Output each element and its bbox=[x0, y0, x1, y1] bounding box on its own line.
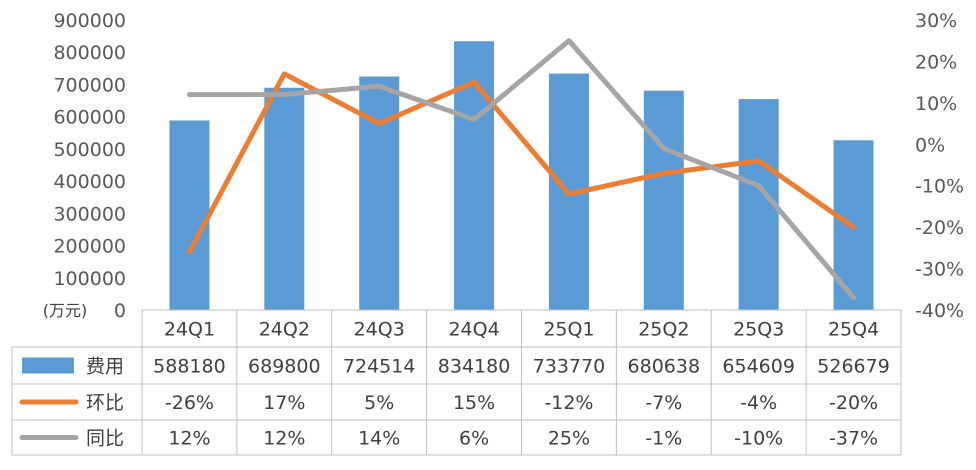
data-label: 14% bbox=[358, 428, 400, 450]
left-tick-label: 300000 bbox=[53, 203, 126, 225]
category-label: 25Q3 bbox=[733, 319, 784, 341]
data-label: -7% bbox=[645, 392, 682, 414]
legend-key-费用 bbox=[22, 357, 74, 374]
data-label: 588180 bbox=[153, 356, 226, 378]
bar bbox=[264, 87, 305, 310]
legend-label: 环比 bbox=[86, 392, 124, 414]
right-tick-label: 30% bbox=[915, 10, 957, 32]
data-label: 6% bbox=[459, 428, 489, 450]
category-label: 24Q3 bbox=[354, 319, 405, 341]
category-label: 25Q4 bbox=[828, 319, 879, 341]
bar bbox=[643, 90, 684, 310]
data-label: 25% bbox=[548, 428, 590, 450]
data-label: 5% bbox=[364, 392, 394, 414]
category-label: 25Q2 bbox=[638, 319, 689, 341]
legend-label: 费用 bbox=[86, 356, 124, 378]
left-tick-label: 800000 bbox=[53, 42, 126, 64]
left-axis: 0 100000 200000 300000 400000 500000 600000 700… bbox=[53, 10, 126, 322]
right-tick-label: -40% bbox=[915, 300, 964, 322]
category-label: 24Q1 bbox=[164, 319, 215, 341]
category-label: 24Q2 bbox=[259, 319, 310, 341]
data-label: 526679 bbox=[817, 356, 890, 378]
data-label: -12% bbox=[544, 392, 593, 414]
legend-label: 同比 bbox=[86, 428, 124, 450]
left-tick-label: 0 bbox=[114, 300, 126, 322]
data-label: 724514 bbox=[343, 356, 416, 378]
category-label: 24Q4 bbox=[448, 319, 499, 341]
right-tick-label: 0% bbox=[915, 134, 945, 156]
line-同比 bbox=[186, 38, 857, 301]
data-label: -10% bbox=[734, 428, 783, 450]
data-label: 15% bbox=[453, 392, 495, 414]
data-label: -1% bbox=[645, 428, 682, 450]
bar bbox=[359, 76, 400, 310]
line-环比 bbox=[186, 71, 857, 255]
left-tick-label: 500000 bbox=[53, 139, 126, 161]
left-tick-label: 100000 bbox=[53, 268, 126, 290]
data-label: 654609 bbox=[722, 356, 795, 378]
left-tick-label: 200000 bbox=[53, 236, 126, 258]
data-label: 689800 bbox=[248, 356, 321, 378]
right-tick-label: 10% bbox=[915, 93, 957, 115]
left-tick-label: 700000 bbox=[53, 74, 126, 96]
data-label: 12% bbox=[168, 428, 210, 450]
right-tick-label: -10% bbox=[915, 176, 964, 198]
bar bbox=[169, 120, 210, 310]
data-label: -26% bbox=[165, 392, 214, 414]
left-tick-label: 400000 bbox=[53, 171, 126, 193]
data-label: 17% bbox=[263, 392, 305, 414]
data-label: 733770 bbox=[533, 356, 606, 378]
right-tick-label: -20% bbox=[915, 217, 964, 239]
right-axis: -40% -30% -20% -10% 0% 10% 20% 30% bbox=[915, 10, 964, 322]
left-axis-unit: (万元) bbox=[43, 301, 88, 320]
left-tick-label: 600000 bbox=[53, 107, 126, 129]
line-series bbox=[186, 38, 857, 301]
data-label: 680638 bbox=[628, 356, 701, 378]
category-label: 25Q1 bbox=[543, 319, 594, 341]
data-label: -37% bbox=[829, 428, 878, 450]
right-tick-label: 20% bbox=[915, 51, 957, 73]
data-label: 834180 bbox=[438, 356, 511, 378]
data-label: -4% bbox=[740, 392, 777, 414]
data-label: -20% bbox=[829, 392, 878, 414]
data-label: 12% bbox=[263, 428, 305, 450]
left-tick-label: 900000 bbox=[53, 10, 126, 32]
right-tick-label: -30% bbox=[915, 259, 964, 281]
